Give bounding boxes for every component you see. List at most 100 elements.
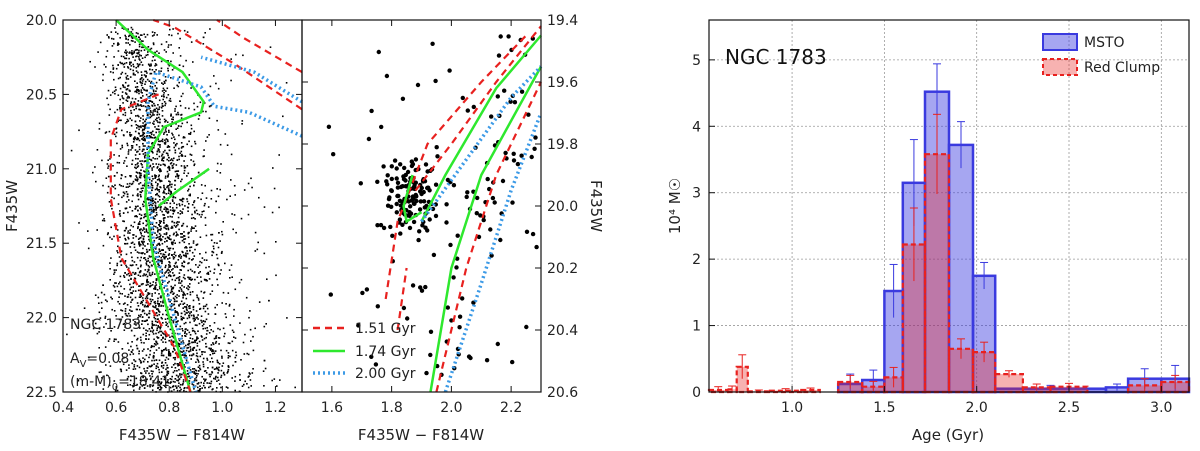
cmd-left-star: [129, 43, 131, 46]
cmd-left-star: [159, 276, 161, 279]
cmd-left-star: [146, 330, 149, 332]
cmd-left-star: [116, 285, 119, 288]
cmd-left-star: [182, 381, 185, 383]
cmd-left-star: [127, 28, 129, 30]
cmd-left-star: [127, 153, 130, 155]
cmd-left-star: [126, 183, 129, 185]
cmd-left-star: [148, 158, 150, 160]
cmd-left-star: [143, 135, 146, 138]
cmd-left-star: [175, 175, 177, 178]
cmd-left-star: [141, 310, 144, 313]
y-tick-label: 20.0: [26, 13, 57, 29]
cmd-right-star: [464, 194, 469, 200]
cmd-left-star: [181, 146, 184, 148]
cmd-left-star: [150, 111, 152, 114]
cmd-left-star: [107, 185, 110, 188]
cmd-left-star: [140, 372, 143, 375]
cmd-left-star: [179, 37, 181, 40]
cmd-left-star: [149, 375, 151, 377]
cmd-left-star: [99, 317, 102, 319]
cmd-left-star: [138, 358, 141, 361]
cmd-left-star: [131, 145, 134, 147]
x-tick-label: 1.0: [211, 400, 233, 416]
cmd-left-star: [164, 237, 167, 240]
cmd-left-star: [194, 330, 196, 333]
cmd-left-star: [128, 57, 130, 60]
cmd-left-star: [174, 367, 177, 369]
cmd-left-star: [142, 95, 144, 97]
cmd-left-star: [131, 53, 133, 56]
y-tick-label: 1: [692, 319, 701, 335]
cmd-left-star: [148, 274, 151, 276]
cmd-left-star: [163, 80, 166, 83]
cmd-left-star: [201, 321, 203, 324]
cmd-left-star: [117, 352, 120, 354]
cmd-left-star: [207, 206, 210, 208]
cmd-left-star: [131, 341, 133, 343]
cmd-left-star: [131, 259, 134, 262]
cmd-left-star: [177, 344, 180, 347]
cmd-left-star: [156, 289, 159, 291]
cmd-left-star: [166, 236, 169, 238]
cmd-left-star: [184, 354, 186, 356]
cmd-left-star: [230, 264, 233, 266]
cmd-left-star: [136, 52, 138, 54]
cmd-left-star: [134, 249, 137, 251]
cmd-left-star: [191, 330, 194, 332]
cmd-left-star: [121, 71, 124, 74]
cmd-left-star: [139, 293, 142, 295]
cmd-right-star: [433, 182, 439, 187]
cmd-right-star: [328, 292, 333, 297]
cmd-left-star: [167, 175, 169, 177]
cmd-left-star: [171, 375, 173, 378]
cmd-left-star: [194, 218, 196, 220]
cmd-left-star: [163, 222, 165, 224]
cmd-left-star: [148, 155, 151, 158]
cmd-left-star: [155, 211, 158, 214]
cmd-left-star: [213, 272, 215, 274]
cmd-left-star: [123, 276, 126, 278]
cmd-left-star: [178, 81, 180, 84]
cmd-left-star: [249, 310, 251, 312]
cmd-left-star: [154, 232, 156, 234]
cmd-left-star: [151, 197, 153, 200]
cmd-left-star: [133, 281, 136, 284]
cmd-left-star: [165, 321, 167, 324]
cmd-right-star: [431, 252, 437, 258]
cmd-left-star: [126, 273, 128, 276]
cmd-left-star: [147, 53, 149, 56]
cmd-left-star: [126, 131, 128, 133]
y-tick-label: 22.0: [26, 311, 57, 327]
cmd-left-star: [140, 61, 143, 63]
cmd-right-star: [402, 165, 407, 171]
cmd-left-star: [216, 188, 218, 190]
cmd-left-star: [157, 366, 159, 369]
cmd-left-star: [155, 181, 157, 184]
cmd-left-star: [191, 383, 194, 385]
cmd-left-star: [208, 105, 211, 108]
cmd-left-star: [192, 368, 194, 370]
cmd-left-star: [204, 310, 207, 313]
cmd-left-star: [152, 199, 155, 202]
cmd-left-star: [211, 350, 213, 353]
cmd-left-star: [178, 363, 180, 365]
cmd-left-star: [205, 197, 208, 199]
cmd-left-star: [140, 208, 142, 211]
cmd-left-star: [139, 315, 141, 318]
cmd-left-star: [167, 268, 169, 271]
cmd-left-star: [130, 175, 132, 177]
cmd-left-star: [108, 377, 111, 379]
cmd-left-star: [151, 295, 153, 297]
cmd-left-star: [111, 185, 113, 187]
cmd-left-star: [161, 259, 163, 261]
cmd-left-star: [125, 54, 128, 56]
cmd-left-star: [197, 382, 200, 384]
cmd-left-star: [144, 80, 147, 83]
cmd-left-star: [100, 371, 102, 373]
cmd-left-star: [161, 157, 164, 159]
cmd-left-star: [172, 350, 174, 353]
cmd-left-star: [128, 34, 131, 37]
cmd-left-star: [179, 55, 182, 57]
cmd-left-star: [177, 85, 180, 88]
cmd-left-star: [156, 119, 158, 122]
